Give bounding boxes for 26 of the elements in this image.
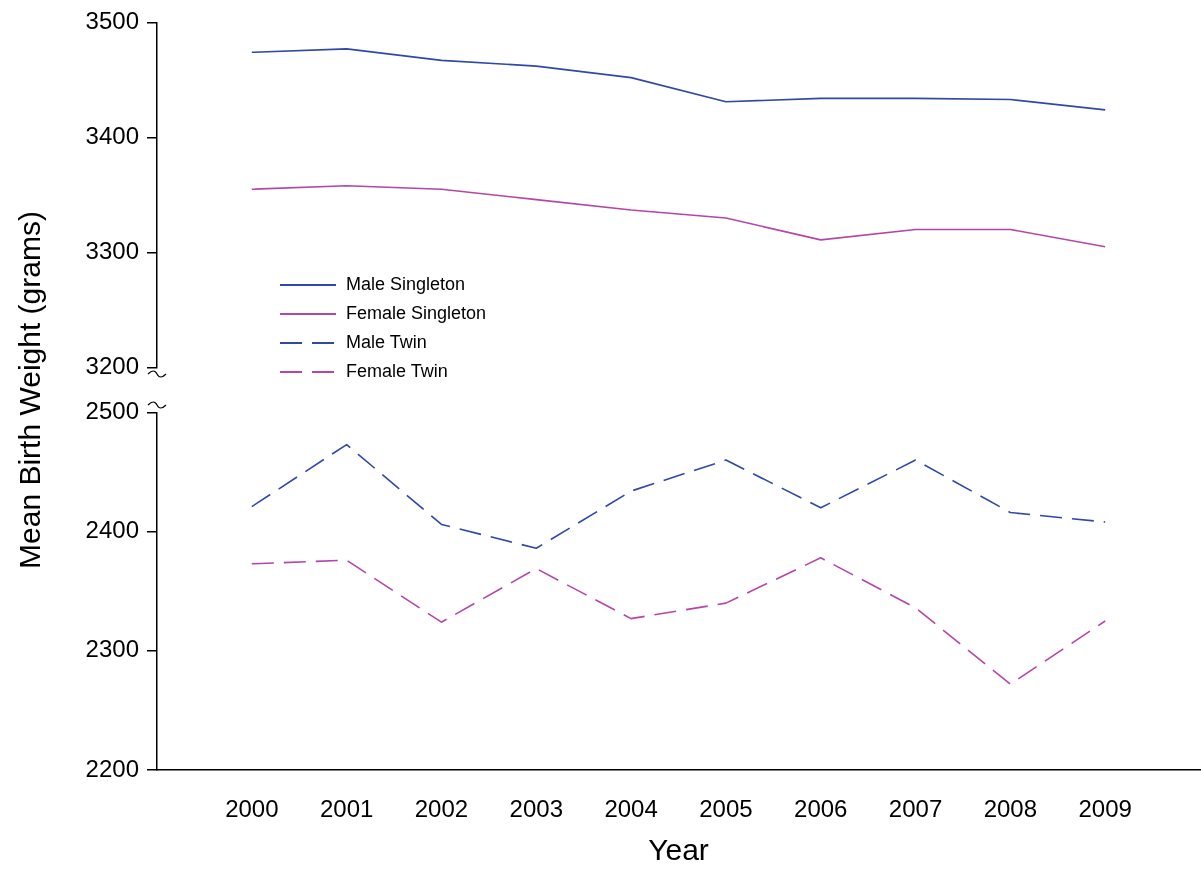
x-tick-label: 2000 — [225, 795, 279, 823]
y-tick-label: 3300 — [85, 237, 139, 265]
y-tick-label: 2400 — [85, 516, 139, 544]
legend-label: Female Singleton — [346, 303, 487, 324]
legend-label: Male Singleton — [346, 274, 466, 295]
line-series — [251, 443, 1106, 550]
y-tick-label: 2300 — [85, 635, 139, 663]
legend-label: Female Twin — [346, 361, 448, 382]
y-axis-title: Mean Birth Weight (grams) — [13, 211, 47, 569]
x-tick-label: 2001 — [319, 795, 374, 823]
x-tick-label: 2008 — [983, 795, 1038, 823]
x-tick-label: 2006 — [794, 795, 848, 823]
y-tick-label: 3200 — [85, 352, 139, 380]
x-tick-label: 2004 — [604, 795, 658, 823]
x-tick-label: 2007 — [888, 795, 943, 823]
x-tick-label: 2009 — [1078, 795, 1132, 823]
x-tick-label: 2002 — [414, 795, 469, 823]
line-series — [251, 557, 1106, 685]
y-tick-label: 2200 — [85, 754, 139, 782]
y-tick-label: 3400 — [85, 122, 139, 150]
x-tick-label: 2005 — [699, 795, 753, 823]
y-tick-label: 3500 — [85, 7, 139, 35]
y-tick-label: 2500 — [85, 397, 139, 425]
x-tick-label: 2003 — [509, 795, 563, 823]
legend-label: Male Twin — [346, 332, 427, 353]
x-axis-title: Year — [648, 833, 709, 867]
